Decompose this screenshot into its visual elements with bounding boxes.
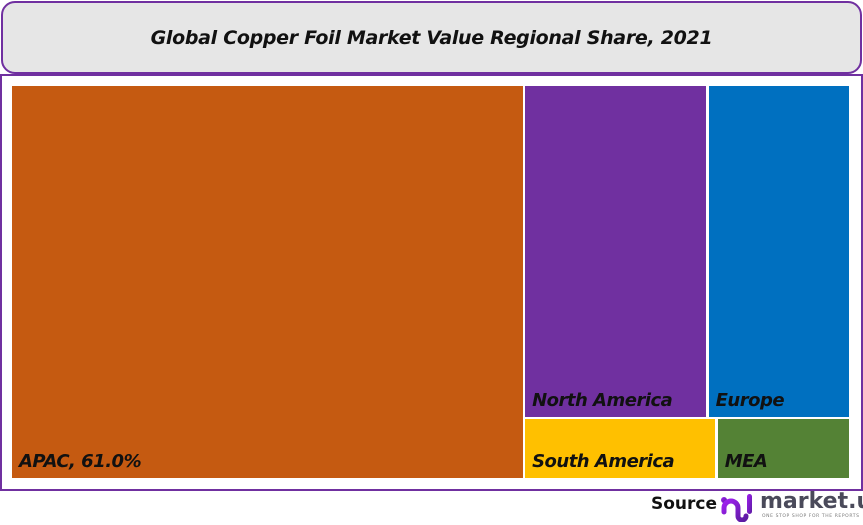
treemap-tile-europe: Europe — [708, 86, 849, 417]
treemap-label: MEA — [724, 450, 768, 472]
marketus-logo-icon — [721, 494, 752, 522]
brand-name: market.us — [760, 489, 863, 514]
treemap-label: APAC, 61.0% — [19, 451, 142, 472]
treemap-plot: APAC, 61.0% North America Europe South Amer… — [12, 86, 849, 478]
chart-title: Global Copper Foil Market Value Regional… — [150, 26, 713, 49]
brand-tagline: ONE STOP SHOP FOR THE REPORTS — [762, 514, 860, 519]
treemap-tile-apac: APAC, 61.0% — [12, 86, 523, 478]
treemap-label: Europe — [715, 389, 785, 411]
treemap-tile-north-america: North America — [525, 86, 707, 417]
chart-title-box: Global Copper Foil Market Value Regional… — [1, 1, 862, 74]
treemap-tile-mea: MEA — [717, 419, 849, 478]
marketus-logo: market.us ONE STOP SHOP FOR THE REPORTS — [720, 490, 863, 522]
source-label: Source — [651, 494, 718, 514]
treemap-tile-south-america: South America — [525, 419, 716, 478]
treemap-label: South America — [532, 450, 675, 472]
treemap-label: North America — [532, 389, 673, 411]
